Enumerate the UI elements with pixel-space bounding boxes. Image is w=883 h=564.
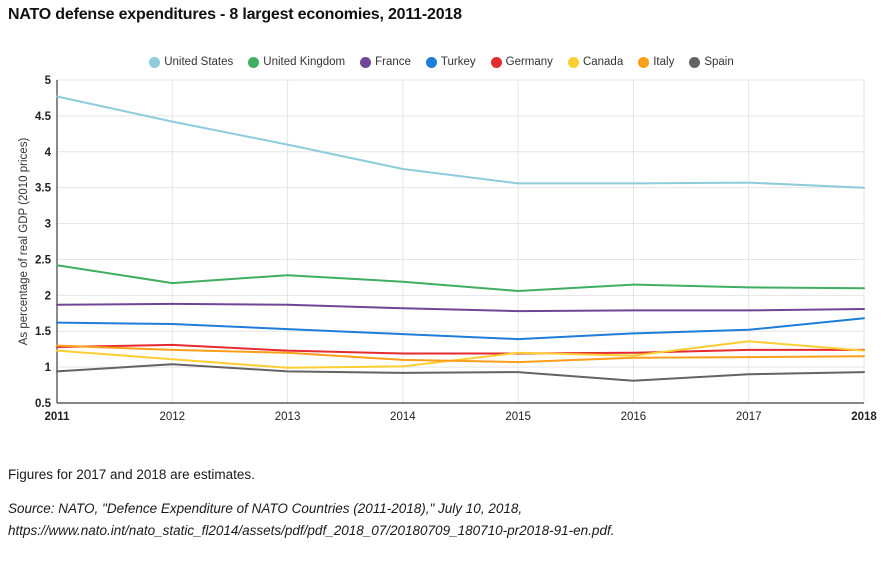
chart-plot: 0.5 1 1.5 2 2.5 3 3.5 4 4.5 5 2011 2012 2013 2014 2015… xyxy=(18,75,877,423)
y-axis-title: As percentage of real GDP (2010 prices) xyxy=(18,138,30,346)
y-tick-label: 1.5 xyxy=(35,326,52,338)
x-tick-label: 2017 xyxy=(736,411,762,423)
legend-label: United Kingdom xyxy=(263,56,346,68)
legend-label: France xyxy=(375,56,411,68)
legend: United States United Kingdom France Turkey G… xyxy=(0,56,883,68)
y-tick-label: 5 xyxy=(45,75,52,87)
legend-item-turkey[interactable]: Turkey xyxy=(425,56,476,68)
legend-swatch-icon xyxy=(360,56,372,68)
x-tick-label: 2013 xyxy=(275,411,301,423)
legend-swatch-icon xyxy=(149,56,161,68)
legend-label: Canada xyxy=(582,56,624,68)
legend-label: Germany xyxy=(505,56,553,68)
legend-swatch-icon xyxy=(567,56,579,68)
legend-swatch-icon xyxy=(689,56,701,68)
x-tick-label: 2015 xyxy=(505,411,531,423)
series-line-united-states xyxy=(56,95,865,189)
x-tick-label: 2011 xyxy=(45,411,71,423)
legend-item-germany[interactable]: Germany xyxy=(490,56,553,68)
series-line-united-kingdom xyxy=(56,264,865,292)
series-line-france xyxy=(56,302,865,313)
x-tick-label: 2012 xyxy=(159,411,185,423)
y-tick-label: 4 xyxy=(45,147,52,159)
y-tick-label: 3.5 xyxy=(35,183,52,195)
legend-swatch-icon xyxy=(248,56,260,68)
y-tick-label: 2.5 xyxy=(35,254,52,266)
legend-item-united-states[interactable]: United States xyxy=(149,56,233,68)
y-tick-label: 4.5 xyxy=(35,111,52,123)
legend-label: Spain xyxy=(704,56,734,68)
series-line-canada xyxy=(56,340,865,369)
x-tick-label: 2016 xyxy=(621,411,647,423)
legend-label: United States xyxy=(164,56,234,68)
chart-title: NATO defense expenditures - 8 largest ec… xyxy=(8,6,462,23)
y-tick-label: 0.5 xyxy=(35,398,52,410)
y-tick-label: 2 xyxy=(45,290,51,302)
legend-item-spain[interactable]: Spain xyxy=(689,56,734,68)
legend-item-canada[interactable]: Canada xyxy=(567,56,624,68)
x-tick-label: 2014 xyxy=(390,411,416,423)
legend-item-france[interactable]: France xyxy=(360,56,411,68)
legend-item-united-kingdom[interactable]: United Kingdom xyxy=(248,56,345,68)
series-line-turkey xyxy=(56,317,865,341)
source-line-1: Source: NATO, "Defence Expenditure of NA… xyxy=(8,501,523,516)
y-tick-label: 1 xyxy=(45,362,52,374)
x-tick-label: 2018 xyxy=(851,411,877,423)
legend-swatch-icon xyxy=(425,56,437,68)
footnote: Figures for 2017 and 2018 are estimates. xyxy=(8,467,255,482)
series-line-italy xyxy=(56,344,865,364)
y-tick-label: 3 xyxy=(45,219,51,231)
source-line-2: https://www.nato.int/nato_static_fl2014/… xyxy=(8,523,615,538)
series-line-spain xyxy=(56,363,865,382)
legend-swatch-icon xyxy=(490,56,502,68)
legend-item-italy[interactable]: Italy xyxy=(638,56,674,68)
legend-swatch-icon xyxy=(638,56,650,68)
series-line-germany xyxy=(56,343,865,355)
legend-label: Turkey xyxy=(440,56,476,68)
legend-label: Italy xyxy=(653,56,675,68)
